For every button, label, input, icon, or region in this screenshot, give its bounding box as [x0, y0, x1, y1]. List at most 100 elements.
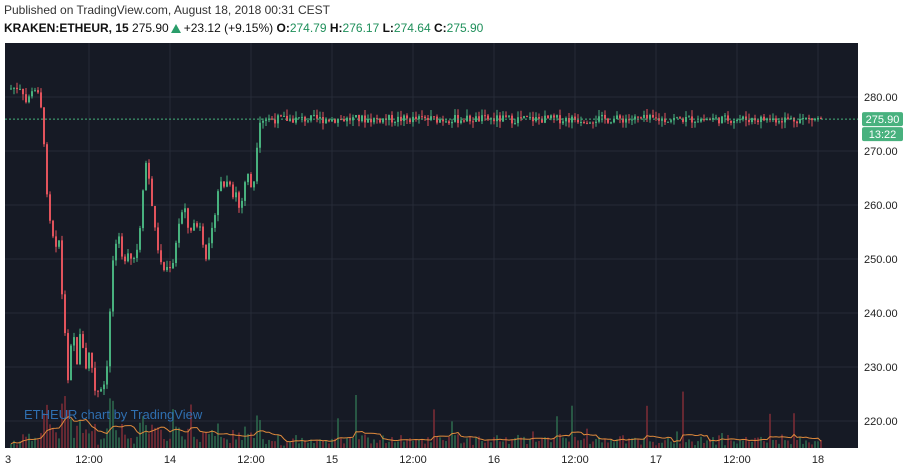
candle-body	[604, 114, 606, 119]
volume-bar	[370, 443, 372, 448]
volume-bar	[310, 439, 312, 448]
volume-bar	[307, 442, 309, 448]
volume-bar	[694, 445, 696, 448]
candle-body	[178, 223, 180, 243]
volume-bar	[448, 436, 450, 448]
candle-body	[427, 118, 429, 120]
volume-bar	[406, 439, 408, 448]
volume-bar	[415, 439, 417, 448]
volume-bar	[514, 437, 516, 448]
volume-bar	[637, 439, 639, 448]
volume-bar	[559, 433, 561, 448]
volume-bar	[526, 444, 528, 448]
volume-bar	[250, 432, 252, 448]
candle-body	[529, 116, 531, 118]
plot-area[interactable]	[5, 43, 858, 448]
y-tick-label: 270.00	[864, 146, 898, 158]
change-value: +23.12 (+9.15%)	[183, 21, 274, 35]
volume-bar	[364, 434, 366, 448]
volume-bar	[193, 436, 195, 448]
candle-body	[301, 116, 303, 118]
volume-ma-line	[10, 416, 822, 445]
candle-body	[82, 334, 84, 348]
volume-bar	[121, 423, 123, 448]
volume-bar	[712, 437, 714, 448]
volume-bar	[226, 439, 228, 448]
candle-body	[373, 118, 375, 123]
volume-bar	[661, 442, 663, 448]
candle-body	[637, 116, 639, 118]
candle-body	[433, 116, 435, 118]
candle-body	[187, 208, 189, 228]
volume-bar	[259, 420, 261, 448]
candle-body	[232, 184, 234, 198]
candle-body	[553, 115, 555, 118]
candle-body	[142, 190, 144, 229]
candle-body	[541, 118, 543, 123]
x-tick-label: 12:00	[399, 454, 427, 466]
x-tick-label: 16	[488, 454, 500, 466]
candle-body	[100, 389, 102, 392]
candle-body	[73, 337, 75, 346]
volume-bar	[589, 443, 591, 448]
volume-bar	[340, 438, 342, 448]
candle-body	[586, 122, 588, 124]
volume-bar	[169, 438, 171, 448]
volume-bar	[436, 436, 438, 448]
volume-bar	[517, 434, 519, 448]
volume-bar	[70, 419, 72, 448]
candle-body	[454, 114, 456, 122]
volume-bar	[670, 441, 672, 448]
volume-bar	[784, 440, 786, 448]
candle-body	[199, 226, 201, 228]
volume-bar	[289, 442, 291, 448]
svg-text:275.90: 275.90	[866, 114, 900, 126]
candle-body	[631, 119, 633, 121]
candle-body	[208, 243, 210, 260]
candle-body	[289, 118, 291, 121]
candle-body	[190, 227, 192, 231]
candle-body	[682, 118, 684, 122]
volume-bar	[808, 442, 810, 448]
volume-bar	[580, 440, 582, 448]
volume-bar	[232, 429, 234, 448]
volume-bar	[550, 442, 552, 448]
candle-body	[463, 120, 465, 122]
candle-body	[31, 91, 33, 97]
candle-body	[49, 194, 51, 221]
candle-body	[310, 115, 312, 121]
volume-bar	[556, 416, 558, 448]
volume-bar	[607, 442, 609, 448]
candle-body	[721, 116, 723, 124]
price-chart[interactable]: ETHEUR chart by TradingView 280.00 270.00…	[0, 40, 909, 476]
candle-body	[247, 173, 249, 183]
candle-body	[655, 117, 657, 119]
volume-bar	[292, 438, 294, 448]
candle-body	[700, 119, 702, 122]
candle-body	[157, 227, 159, 251]
candle-body	[727, 115, 729, 121]
candle-body	[382, 118, 384, 123]
volume-bar	[295, 435, 297, 448]
volume-bar	[775, 439, 777, 448]
volume-bar	[49, 424, 51, 448]
volume-bar	[592, 441, 594, 448]
candle-body	[391, 115, 393, 123]
volume-bar	[685, 442, 687, 448]
candle-body	[256, 147, 258, 182]
candle-body	[40, 92, 42, 108]
candle-body	[298, 117, 300, 119]
x-tick-label: 15	[326, 454, 338, 466]
volume-bar	[709, 438, 711, 448]
volume-bar	[214, 435, 216, 448]
volume-bar	[244, 426, 246, 448]
volume-bar	[190, 404, 192, 448]
candle-body	[112, 260, 114, 312]
price-badge: 275.90	[862, 112, 903, 127]
volume-bar	[223, 438, 225, 448]
price-axis[interactable]: 280.00 270.00 260.00 250.00 240.00 230.00 220.…	[864, 92, 898, 428]
time-axis[interactable]: 3 12:00 14 12:00 15 12:00 16 12:00 17 12:00 18	[5, 454, 824, 466]
volume-bar	[82, 432, 84, 448]
candle-body	[745, 116, 747, 121]
candle-body	[523, 116, 525, 119]
